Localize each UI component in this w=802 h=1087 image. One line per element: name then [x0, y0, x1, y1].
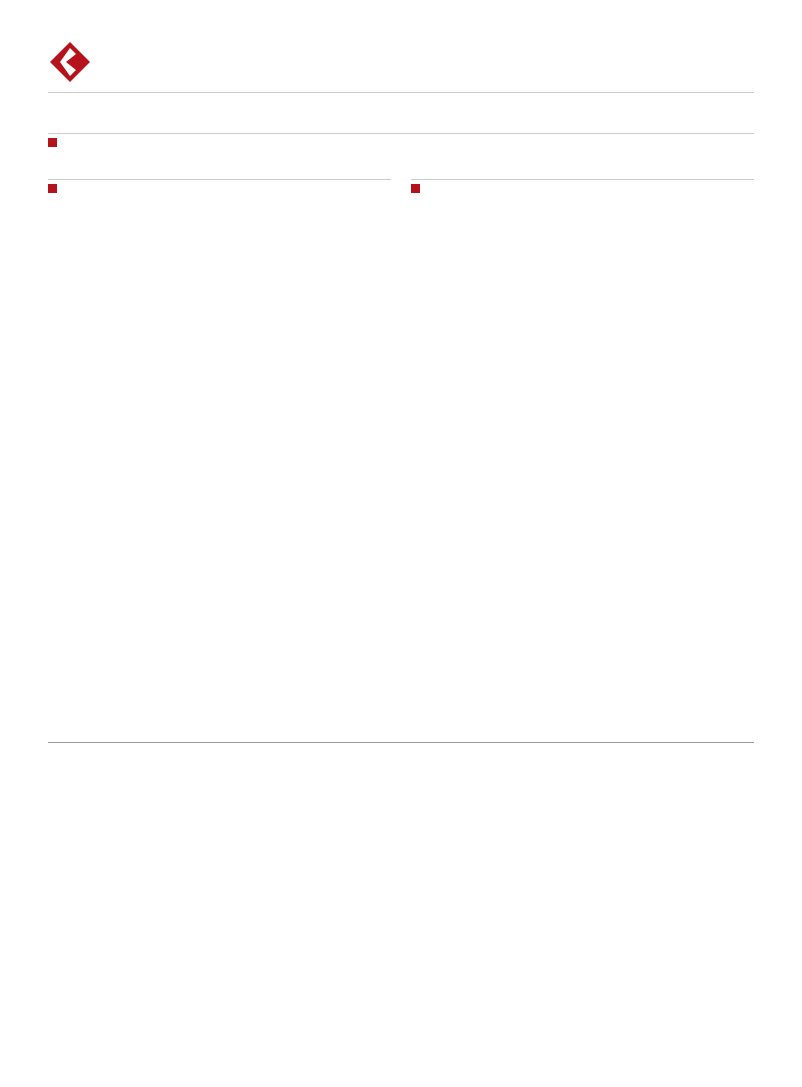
fig-marker-icon: [48, 184, 57, 193]
page-footer: [48, 742, 754, 755]
brand-logo: [48, 40, 100, 84]
page-header: [48, 40, 754, 93]
fig-marker-icon: [48, 138, 57, 147]
fig6-chart: [48, 201, 391, 411]
logo-icon: [48, 40, 92, 84]
fig-marker-icon: [411, 184, 420, 193]
fig7-chart: [411, 201, 754, 411]
footer-text: [48, 742, 754, 747]
